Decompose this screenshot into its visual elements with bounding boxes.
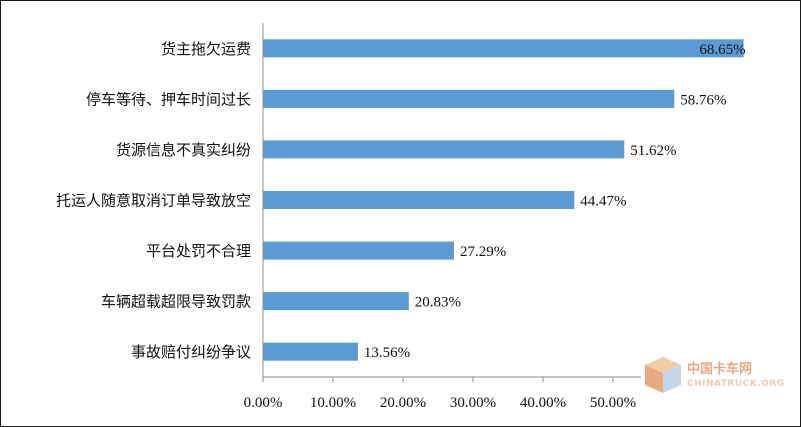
bar (263, 191, 575, 209)
bar (263, 140, 625, 159)
category-label: 事故赔付纠纷争议 (131, 343, 251, 361)
category-label: 托运人随意取消订单导致放空 (56, 192, 251, 210)
bar (263, 241, 454, 260)
bar (263, 342, 358, 361)
truck-logo-icon (645, 357, 681, 393)
watermark-logo: 中国卡车网 CHINATRUCK.ORG (645, 357, 785, 393)
bar (263, 292, 409, 311)
data-label: 58.76% (680, 92, 726, 108)
category-label: 货源信息不真实纠纷 (116, 141, 251, 159)
bar (263, 39, 744, 58)
data-label: 27.29% (460, 244, 506, 260)
x-tick-label: 10.00% (310, 395, 356, 411)
data-label: 13.56% (364, 345, 410, 361)
labels-layer: 货主拖欠运费 68.65% 停车等待、押车时间过长 58.76% 货源信息不真实纠纷 51… (56, 40, 746, 361)
data-label: 68.65% (699, 42, 745, 58)
x-tick-label: 40.00% (520, 395, 566, 411)
data-label: 51.62% (630, 143, 676, 159)
bar (263, 89, 675, 108)
x-tick-label: 0.00% (244, 395, 283, 411)
x-tick-label: 30.00% (450, 395, 496, 411)
data-label: 20.83% (415, 295, 461, 311)
category-label: 平台处罚不合理 (146, 242, 251, 260)
category-label: 货主拖欠运费 (161, 40, 251, 58)
x-tick-label: 50.00% (590, 395, 636, 411)
data-label: 44.47% (580, 194, 626, 210)
watermark-title: 中国卡车网 (687, 361, 752, 377)
watermark-subtitle: CHINATRUCK.ORG (687, 379, 785, 389)
x-tick-label: 20.00% (380, 395, 426, 411)
axis-layer: 0.00% 10.00% 20.00% 30.00% 40.00% 50.00% (244, 23, 641, 411)
bars-layer (263, 39, 744, 361)
category-label: 停车等待、押车时间过长 (86, 90, 251, 108)
category-label: 车辆超载超限导致罚款 (101, 293, 251, 311)
